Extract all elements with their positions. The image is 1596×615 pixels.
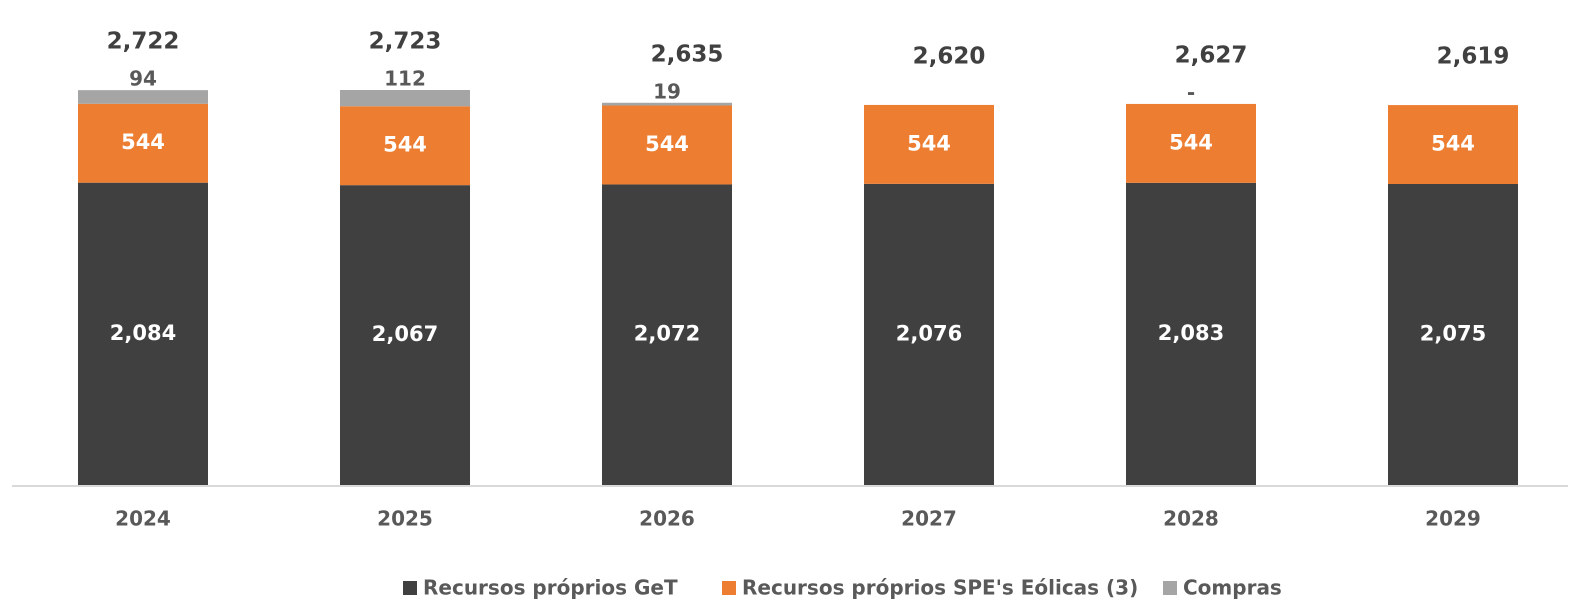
bar-segment bbox=[864, 104, 994, 184]
total-label: 2,627 bbox=[1175, 42, 1248, 68]
legend-label: Compras bbox=[1183, 576, 1282, 600]
total-label: 2,635 bbox=[651, 41, 724, 67]
data-label: 94 bbox=[129, 67, 157, 91]
bar-segment bbox=[1126, 182, 1256, 485]
data-label: 2,084 bbox=[110, 321, 176, 345]
bar-segment bbox=[602, 184, 732, 485]
bar-segment bbox=[1388, 183, 1518, 485]
x-tick-label: 2025 bbox=[377, 507, 433, 531]
bar-segment bbox=[602, 105, 732, 185]
legend-label: Recursos próprios SPE's Eólicas (3) bbox=[742, 576, 1138, 600]
bar-segment bbox=[78, 182, 208, 485]
bar-segment bbox=[78, 90, 208, 104]
total-label: 2,723 bbox=[369, 29, 442, 55]
bar-segment bbox=[78, 103, 208, 183]
bar-segment bbox=[1388, 105, 1518, 184]
bar-segment bbox=[340, 185, 470, 486]
x-tick-label: 2029 bbox=[1425, 507, 1481, 531]
data-label: 112 bbox=[384, 67, 426, 91]
bar-segment bbox=[340, 90, 470, 107]
legend-swatch bbox=[403, 581, 417, 595]
data-label: 2,072 bbox=[634, 322, 700, 346]
x-tick-label: 2028 bbox=[1163, 507, 1219, 531]
data-label: - bbox=[1187, 80, 1195, 104]
data-label: 544 bbox=[1169, 130, 1213, 154]
total-label: 2,620 bbox=[913, 43, 986, 69]
x-tick-label: 2027 bbox=[901, 507, 957, 531]
data-label: 544 bbox=[121, 130, 165, 154]
data-label: 2,075 bbox=[1420, 321, 1486, 345]
data-label: 2,083 bbox=[1158, 321, 1224, 345]
data-label: 544 bbox=[1431, 132, 1475, 156]
legend-swatch bbox=[1163, 581, 1177, 595]
data-label: 544 bbox=[383, 133, 427, 157]
data-label: 2,076 bbox=[896, 321, 962, 345]
data-label: 2,067 bbox=[372, 322, 438, 346]
x-tick-label: 2026 bbox=[639, 507, 695, 531]
total-label: 2,722 bbox=[107, 29, 180, 55]
bar-segment bbox=[340, 106, 470, 186]
legend-label: Recursos próprios GeT bbox=[423, 576, 678, 600]
data-label: 544 bbox=[645, 132, 689, 156]
data-label: 19 bbox=[653, 79, 681, 103]
data-label: 544 bbox=[907, 131, 951, 155]
bar-segment bbox=[864, 183, 994, 486]
x-tick-label: 2024 bbox=[115, 507, 171, 531]
legend-swatch bbox=[722, 581, 736, 595]
total-label: 2,619 bbox=[1437, 44, 1510, 70]
bar-segment bbox=[602, 102, 732, 106]
bar-segment bbox=[1126, 103, 1256, 183]
